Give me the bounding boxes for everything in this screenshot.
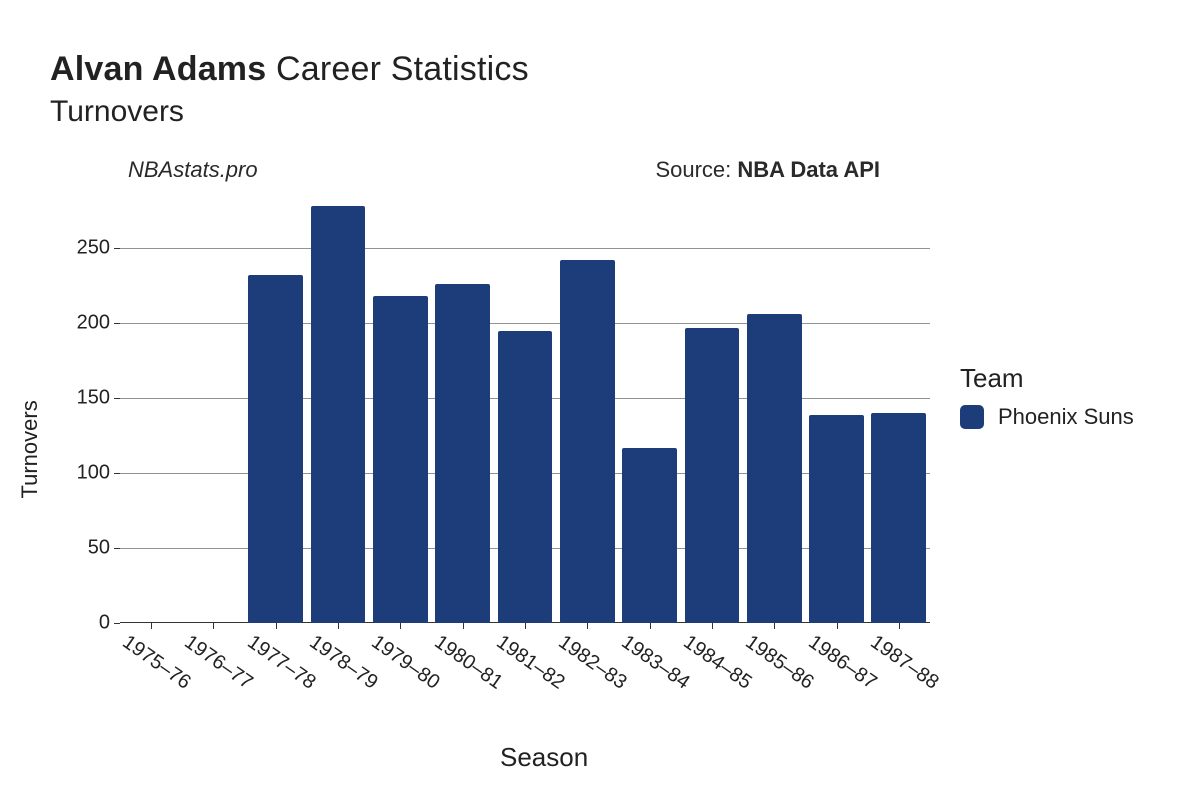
legend-item: Phoenix Suns — [960, 404, 1134, 430]
x-tick-label: 1985–86 — [741, 631, 818, 695]
x-tick-mark — [463, 623, 464, 629]
bar — [311, 206, 366, 623]
gridline — [120, 248, 930, 249]
title-metric: Turnovers — [50, 95, 1160, 129]
x-tick-label: 1977–78 — [243, 631, 320, 695]
chart-area: Turnovers 0501001502002501975–761976–771… — [50, 193, 1160, 763]
y-tick-mark — [114, 473, 120, 474]
x-tick-label: 1982–83 — [554, 631, 631, 695]
legend-label: Phoenix Suns — [998, 404, 1134, 430]
title-player: Alvan Adams — [50, 50, 266, 88]
gridline — [120, 323, 930, 324]
x-tick-label: 1984–85 — [679, 631, 756, 695]
meta-row: NBAstats.pro Source: NBA Data API — [50, 157, 1160, 187]
x-tick-mark — [650, 623, 651, 629]
plot: 0501001502002501975–761976–771977–781978… — [120, 203, 930, 623]
x-tick-label: 1979–80 — [367, 631, 444, 695]
x-tick-label: 1978–79 — [305, 631, 382, 695]
bar — [373, 296, 428, 623]
title-block: Alvan Adams Career Statistics Turnovers — [50, 50, 1160, 129]
bar — [498, 331, 553, 624]
x-tick-label: 1981–82 — [492, 631, 569, 695]
chart-container: Alvan Adams Career Statistics Turnovers … — [0, 0, 1200, 800]
x-tick-label: 1986–87 — [803, 631, 880, 695]
x-tick-label: 1975–76 — [118, 631, 195, 695]
y-tick-mark — [114, 623, 120, 624]
source-credit: Source: NBA Data API — [655, 157, 880, 183]
x-tick-mark — [151, 623, 152, 629]
bar — [747, 314, 802, 623]
x-tick-label: 1980–81 — [429, 631, 506, 695]
x-tick-label: 1983–84 — [616, 631, 693, 695]
site-credit: NBAstats.pro — [128, 157, 258, 183]
x-tick-mark — [774, 623, 775, 629]
x-tick-mark — [400, 623, 401, 629]
x-tick-mark — [587, 623, 588, 629]
title-line: Alvan Adams Career Statistics — [50, 50, 1160, 89]
bar — [871, 413, 926, 623]
x-tick-mark — [276, 623, 277, 629]
y-tick-mark — [114, 323, 120, 324]
y-tick-mark — [114, 548, 120, 549]
x-tick-label: 1987–88 — [866, 631, 943, 695]
bar — [560, 260, 615, 623]
bar — [622, 448, 677, 624]
source-prefix: Source: — [655, 157, 737, 182]
y-tick-mark — [114, 248, 120, 249]
x-tick-mark — [213, 623, 214, 629]
x-tick-mark — [899, 623, 900, 629]
bar — [685, 328, 740, 624]
bar — [248, 275, 303, 623]
y-axis-title: Turnovers — [17, 400, 43, 498]
x-tick-label: 1976–77 — [180, 631, 257, 695]
x-tick-mark — [712, 623, 713, 629]
x-axis-title: Season — [500, 742, 588, 773]
x-tick-mark — [837, 623, 838, 629]
bar — [809, 415, 864, 624]
x-tick-mark — [525, 623, 526, 629]
x-tick-mark — [338, 623, 339, 629]
title-suffix: Career Statistics — [276, 50, 529, 88]
source-name: NBA Data API — [737, 157, 880, 182]
legend-title: Team — [960, 363, 1134, 394]
y-tick-mark — [114, 398, 120, 399]
legend: Team Phoenix Suns — [960, 363, 1134, 430]
bar — [435, 284, 490, 623]
legend-swatch — [960, 405, 984, 429]
